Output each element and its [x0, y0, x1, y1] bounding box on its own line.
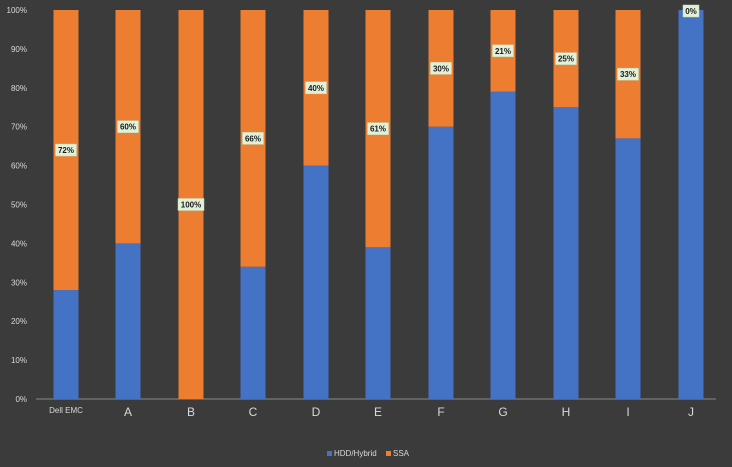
data-label: 100% — [177, 198, 205, 211]
bar-segment-hdd-hybrid — [303, 165, 329, 399]
data-label-badge — [305, 81, 327, 95]
bar-segment-hdd-hybrid — [115, 243, 141, 399]
data-label-badge — [492, 44, 514, 58]
data-label: 72% — [55, 143, 77, 157]
data-label: 33% — [617, 67, 639, 81]
data-label-badge — [55, 143, 77, 157]
data-label-text: 60% — [120, 123, 136, 132]
data-label: 0% — [682, 4, 700, 18]
legend-swatch — [327, 451, 332, 456]
data-label: 40% — [305, 81, 327, 95]
x-category-label: J — [688, 405, 694, 419]
x-category-label: H — [562, 405, 571, 419]
data-label-text: 66% — [245, 134, 261, 143]
legend-swatch — [386, 451, 391, 456]
data-label: 30% — [430, 62, 452, 75]
data-label: 60% — [117, 120, 139, 133]
data-labels: 72% 60% 100% 66% 40% 61% 30% 21% 25% 33% 0% — [55, 4, 700, 211]
y-tick-label: 10% — [11, 356, 27, 365]
data-label-text: 61% — [370, 125, 386, 134]
data-label-badge — [242, 132, 264, 145]
y-tick-label: 50% — [11, 201, 27, 210]
x-category-label: C — [249, 405, 258, 419]
x-category-label: F — [437, 405, 444, 419]
data-label-text: 72% — [58, 146, 74, 155]
data-label-badge — [555, 52, 577, 65]
data-label-text: 25% — [558, 55, 574, 64]
y-tick-label: 90% — [11, 45, 27, 54]
bar-segment-hdd-hybrid — [553, 107, 579, 399]
x-category-label: B — [187, 405, 195, 419]
bar-segment-hdd-hybrid — [615, 138, 641, 399]
data-label: 66% — [242, 132, 264, 145]
x-category-label: E — [374, 405, 382, 419]
data-label-badge — [682, 4, 700, 18]
y-tick-label: 40% — [11, 239, 27, 248]
bar-segment-hdd-hybrid — [428, 126, 454, 399]
y-tick-label: 70% — [11, 123, 27, 132]
data-label-text: 33% — [620, 70, 636, 79]
bar-segment-hdd-hybrid — [53, 290, 79, 399]
legend: HDD/Hybrid SSA — [327, 449, 410, 458]
y-tick-label: 0% — [15, 395, 27, 404]
data-label-badge — [117, 120, 139, 133]
data-label-badge — [177, 198, 205, 211]
data-label-text: 0% — [685, 7, 697, 16]
y-tick-label: 60% — [11, 162, 27, 171]
data-label: 21% — [492, 44, 514, 58]
legend-item: SSA — [386, 449, 410, 458]
data-label-badge — [430, 62, 452, 75]
data-label-text: 40% — [308, 84, 324, 93]
bars — [53, 10, 704, 399]
data-label-text: 30% — [433, 64, 449, 73]
data-label: 25% — [555, 52, 577, 65]
x-axis: Dell EMC A B C D E F G H I J — [49, 405, 694, 419]
data-label: 61% — [367, 122, 389, 135]
data-label-text: 21% — [495, 47, 511, 56]
data-label-badge — [367, 122, 389, 135]
bar-segment-hdd-hybrid — [678, 10, 704, 399]
bar-segment-hdd-hybrid — [490, 91, 516, 399]
legend-label: SSA — [393, 449, 410, 458]
legend-item: HDD/Hybrid — [327, 449, 377, 458]
bar-segment-hdd-hybrid — [365, 247, 391, 399]
data-label-text: 100% — [181, 201, 201, 210]
legend-label: HDD/Hybrid — [334, 449, 377, 458]
y-tick-label: 100% — [7, 6, 27, 15]
x-category-label: G — [498, 405, 507, 419]
y-axis: 0% 10% 20% 30% 40% 50% 60% 70% 80% 90% 100% — [7, 6, 27, 404]
data-label-badge — [617, 67, 639, 81]
x-category-label: I — [626, 405, 629, 419]
y-tick-label: 80% — [11, 84, 27, 93]
x-category-label: A — [124, 405, 132, 419]
x-category-label: Dell EMC — [49, 406, 83, 415]
x-category-label: D — [312, 405, 321, 419]
y-tick-label: 20% — [11, 317, 27, 326]
y-tick-label: 30% — [11, 278, 27, 287]
bar-segment-hdd-hybrid — [240, 266, 266, 399]
